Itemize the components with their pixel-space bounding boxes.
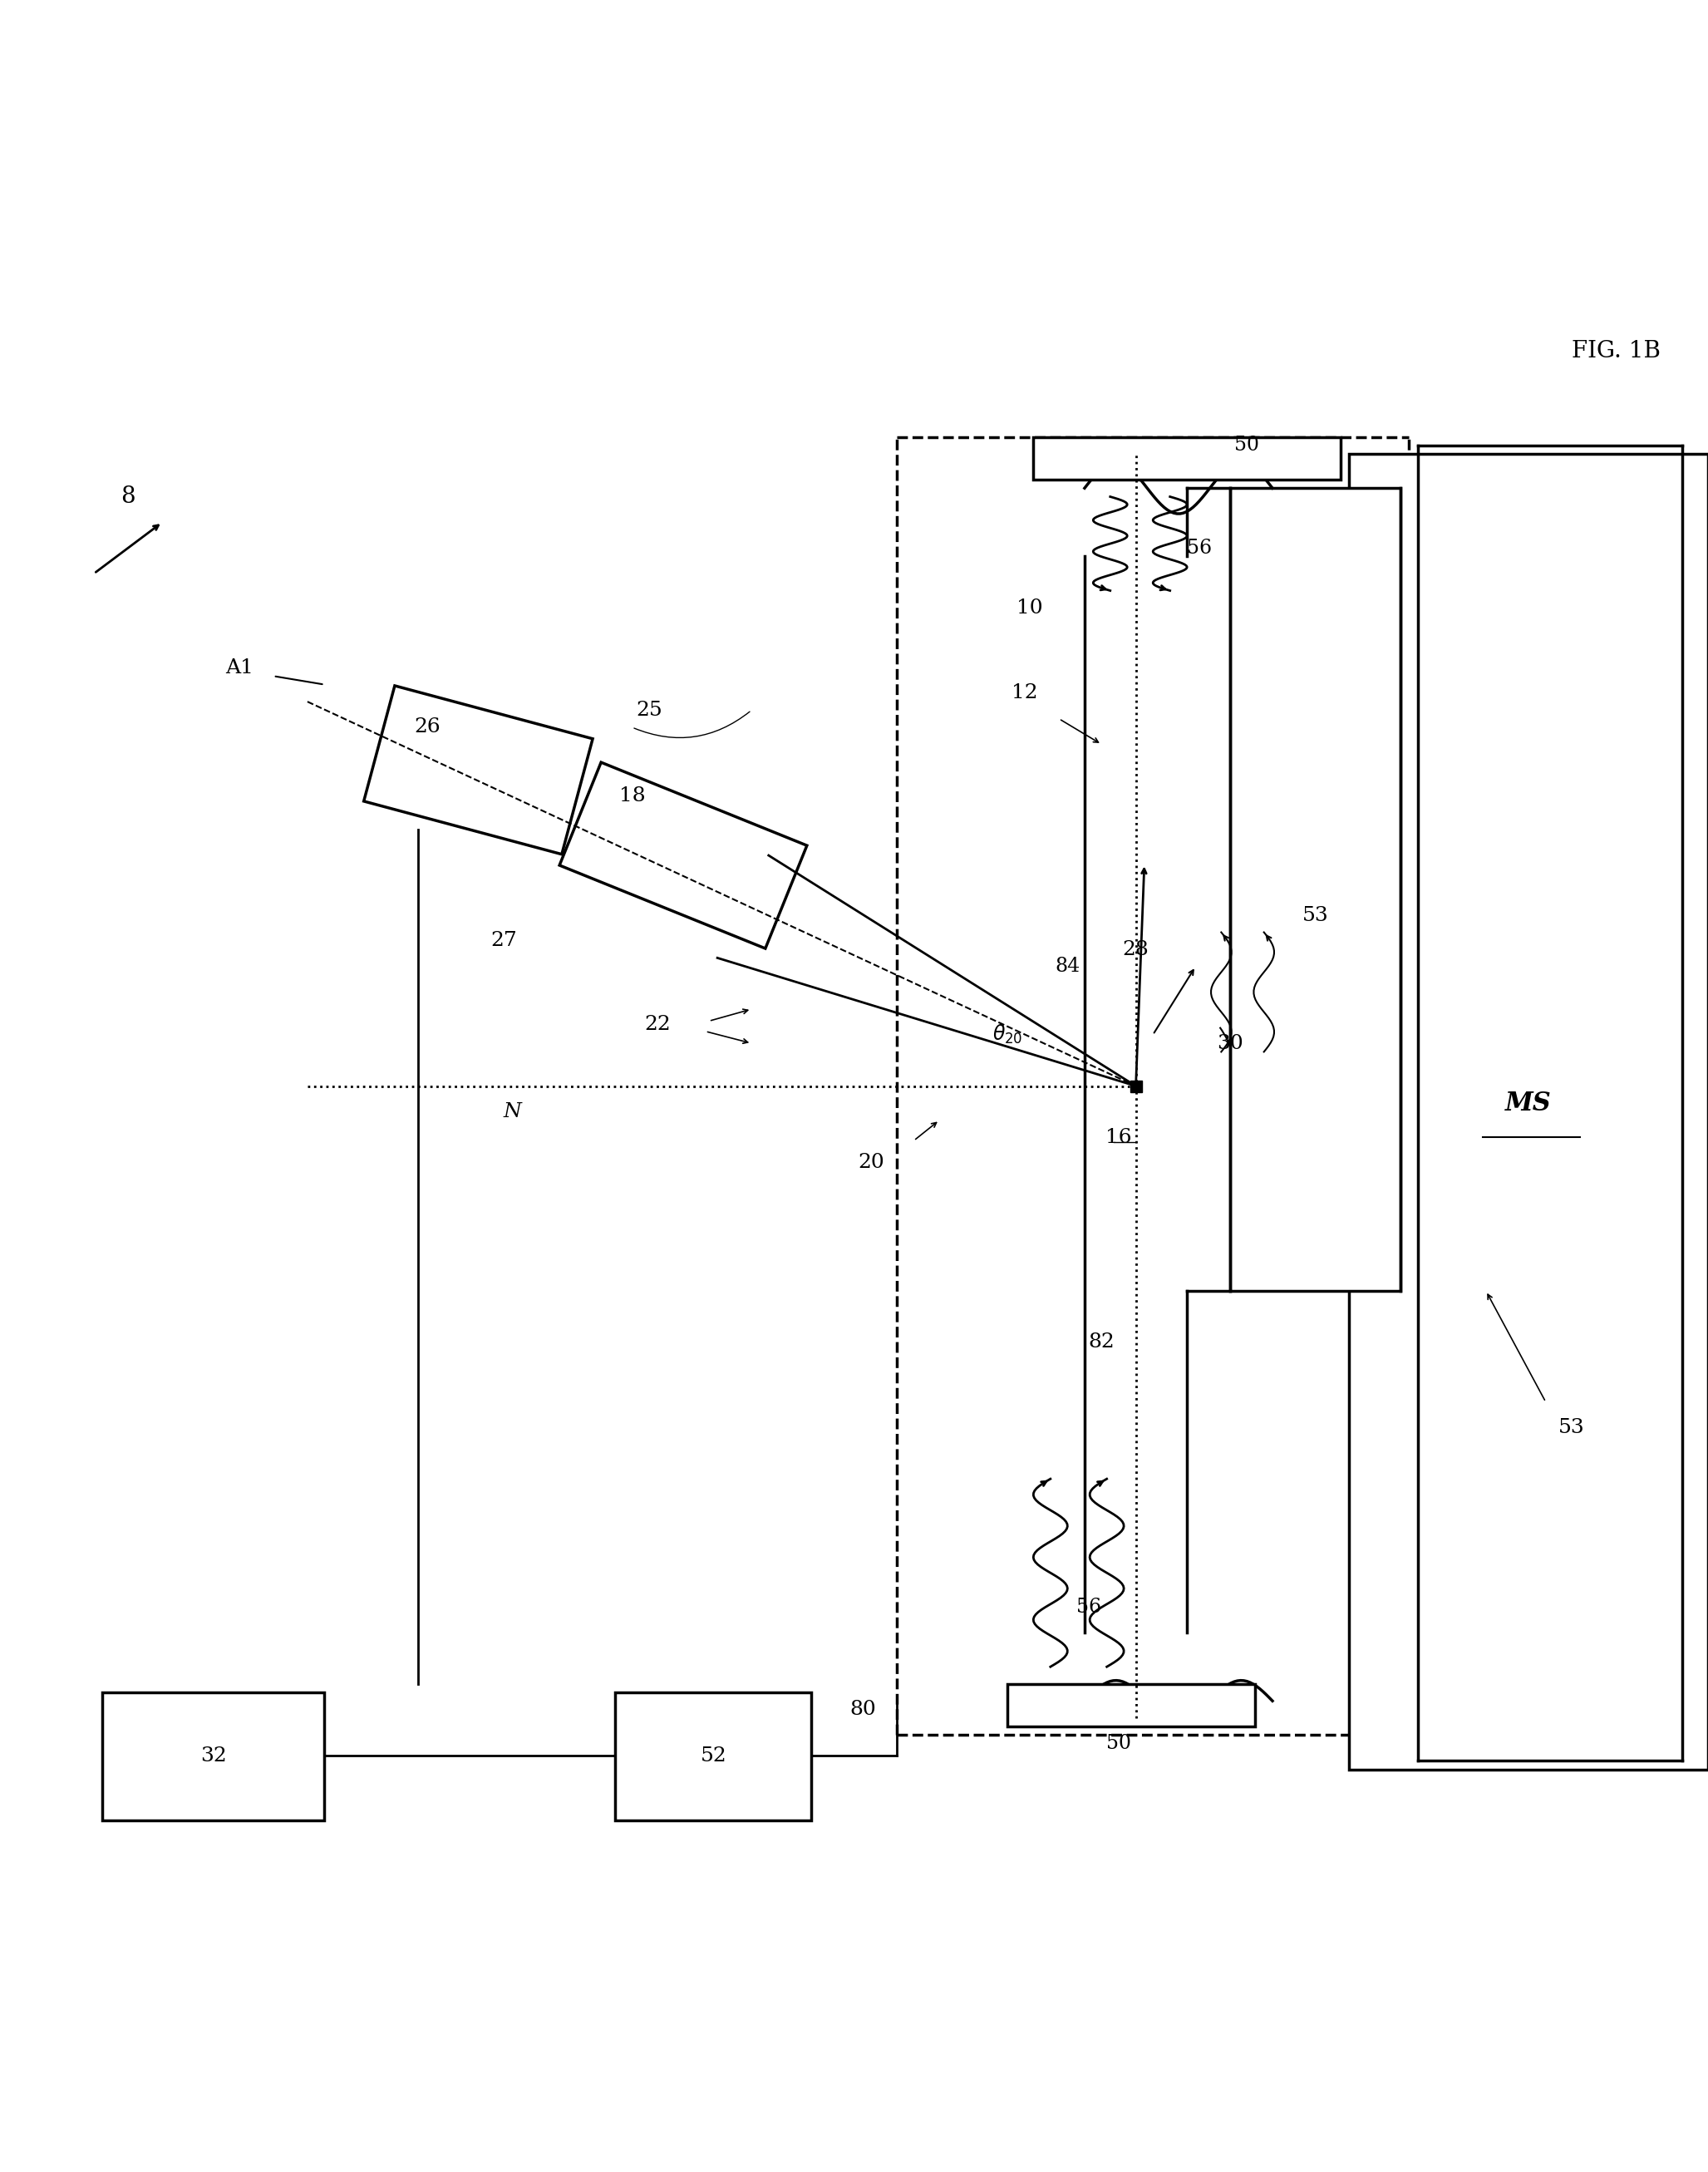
Text: 16: 16 bbox=[1105, 1127, 1132, 1147]
Text: 53: 53 bbox=[1558, 1418, 1585, 1438]
Polygon shape bbox=[364, 686, 593, 854]
Text: 80: 80 bbox=[849, 1701, 876, 1718]
Text: MS: MS bbox=[1505, 1090, 1553, 1116]
Bar bbox=[1230, 489, 1401, 1290]
Text: 53: 53 bbox=[1301, 906, 1329, 925]
Text: 52: 52 bbox=[700, 1746, 728, 1766]
Text: 50: 50 bbox=[1235, 437, 1259, 454]
Text: N: N bbox=[504, 1101, 521, 1121]
Bar bbox=[1349, 454, 1708, 1770]
Text: 10: 10 bbox=[1016, 597, 1042, 617]
Text: 84: 84 bbox=[1056, 958, 1079, 975]
Bar bbox=[1033, 437, 1341, 480]
Text: 22: 22 bbox=[644, 1014, 671, 1034]
Text: 27: 27 bbox=[490, 932, 518, 951]
Text: 12: 12 bbox=[1011, 684, 1038, 704]
Text: 56: 56 bbox=[1187, 539, 1213, 558]
Text: 32: 32 bbox=[200, 1746, 227, 1766]
Text: 18: 18 bbox=[618, 786, 646, 806]
Text: 20: 20 bbox=[857, 1153, 885, 1173]
Text: $\theta_{20}$: $\theta_{20}$ bbox=[992, 1023, 1023, 1047]
Text: 8: 8 bbox=[121, 487, 135, 508]
Bar bbox=[102, 1692, 325, 1820]
Text: 56: 56 bbox=[1076, 1596, 1102, 1616]
Text: 26: 26 bbox=[413, 717, 441, 736]
Bar bbox=[615, 1692, 811, 1820]
Text: A1: A1 bbox=[225, 658, 253, 678]
Text: 30: 30 bbox=[1216, 1034, 1243, 1053]
Text: 28: 28 bbox=[1122, 940, 1149, 958]
Polygon shape bbox=[560, 762, 806, 949]
Text: 82: 82 bbox=[1088, 1334, 1115, 1351]
Bar bbox=[1008, 1683, 1255, 1727]
Text: FIG. 1B: FIG. 1B bbox=[1571, 341, 1660, 363]
Text: 50: 50 bbox=[1107, 1733, 1131, 1753]
Text: 25: 25 bbox=[635, 702, 663, 719]
